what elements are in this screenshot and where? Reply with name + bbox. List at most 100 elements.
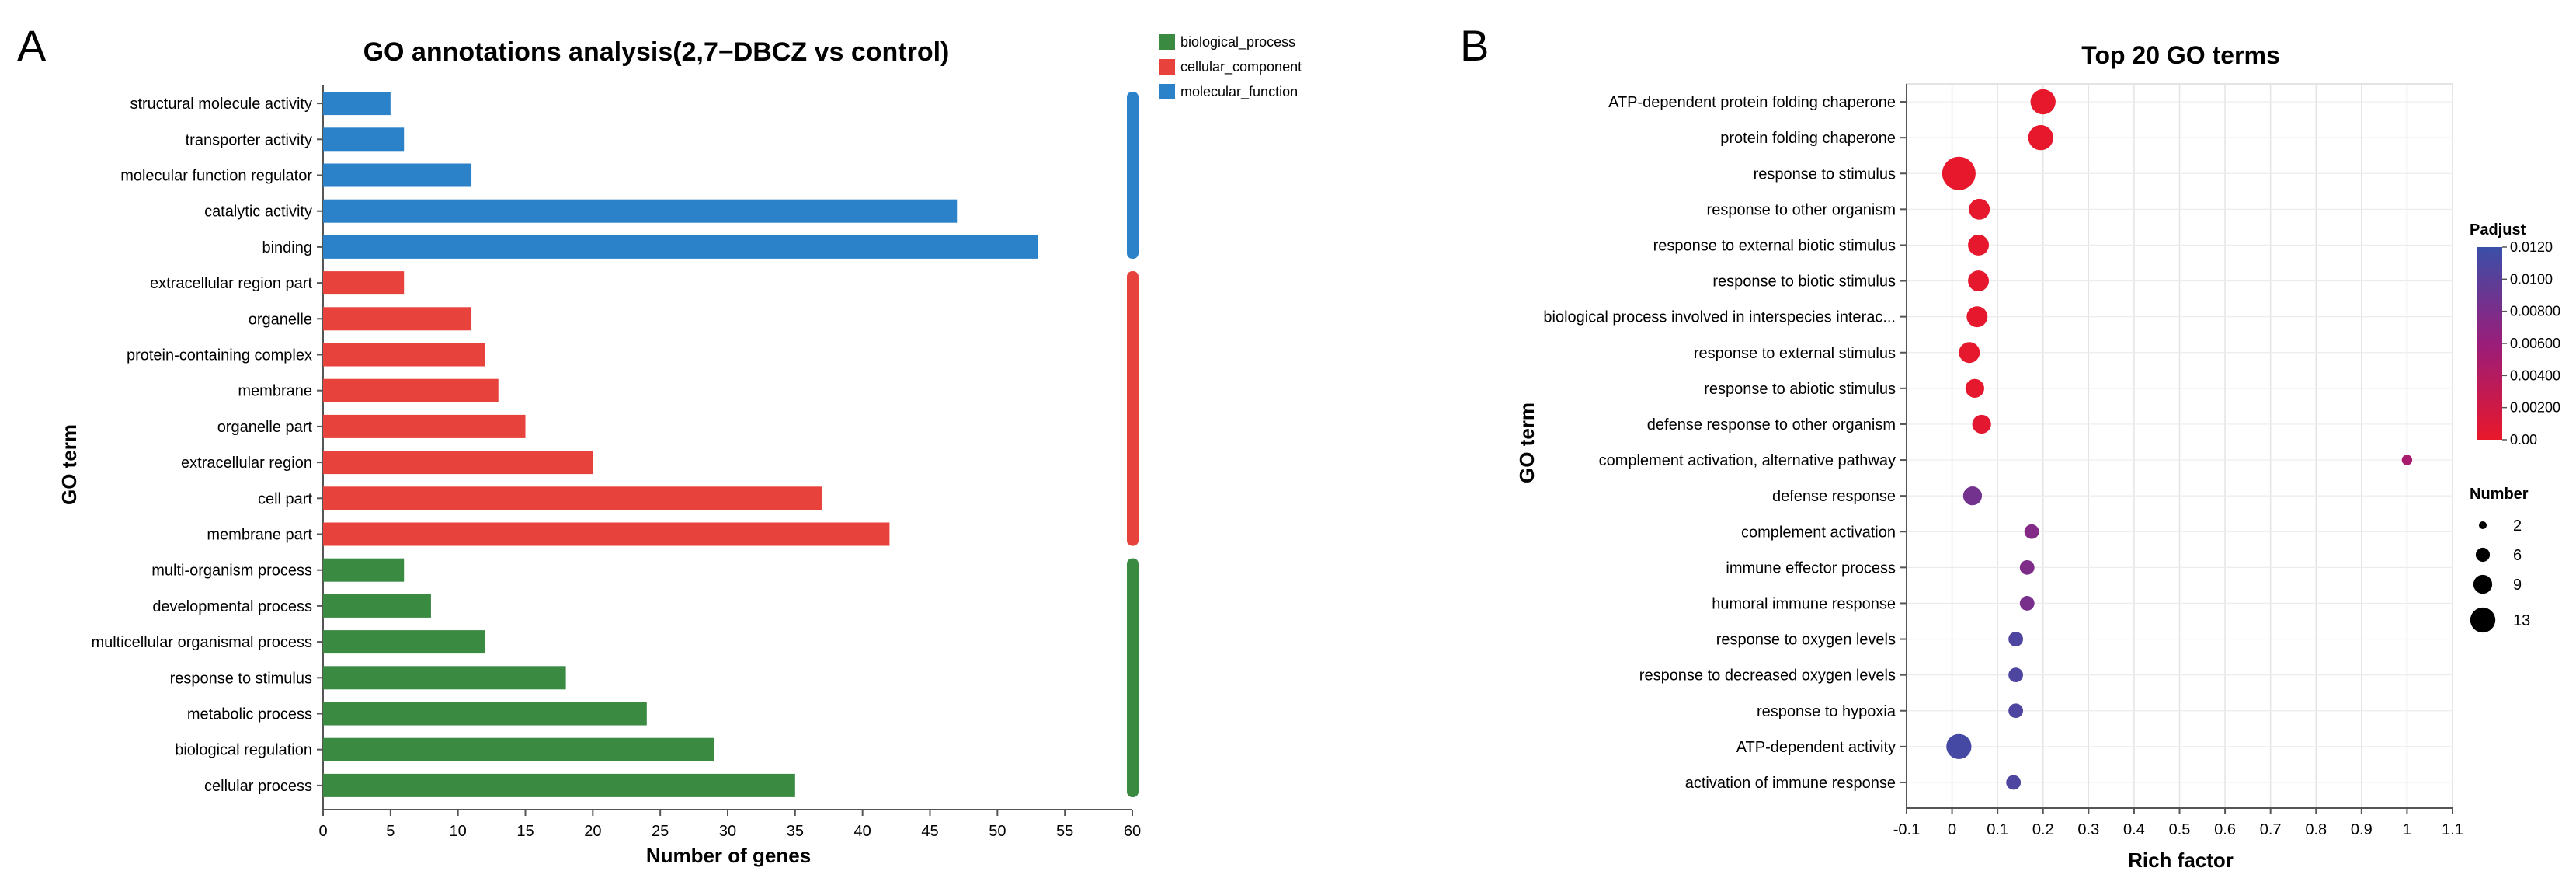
- legend-swatch-biological-process: [1159, 34, 1175, 50]
- b-term-label: humoral immune response: [1712, 595, 1896, 612]
- bar-12: [323, 522, 890, 546]
- bar-17: [323, 702, 647, 726]
- size-legend-dot-1: [2475, 547, 2491, 563]
- b-term-label: response to hypoxia: [1757, 703, 1896, 720]
- point-17: [2008, 703, 2024, 719]
- point-0: [2030, 89, 2056, 115]
- bar-6: [323, 307, 472, 331]
- a-category-label: membrane part: [207, 527, 312, 544]
- b-term-label: protein folding chaperone: [1720, 130, 1896, 147]
- b-term-label: biological process involved in interspec…: [1543, 309, 1896, 326]
- a-category-label: response to stimulus: [170, 670, 312, 687]
- point-2: [1942, 156, 1976, 190]
- b-term-label: response to decreased oxygen levels: [1639, 667, 1896, 685]
- a-xtick-label: 40: [854, 823, 871, 840]
- size-legend-dot-0: [2478, 521, 2487, 530]
- a-category-label: extracellular region: [181, 455, 312, 472]
- a-category-label: extracellular region part: [150, 275, 312, 292]
- a-xtick-label: 30: [719, 823, 736, 840]
- legend-swatch-molecular-function: [1159, 84, 1175, 99]
- group-strip-biological-process: [1127, 558, 1139, 797]
- point-12: [2024, 524, 2039, 539]
- bar-13: [323, 558, 405, 582]
- panel-a-xlabel: Number of genes: [646, 844, 811, 867]
- point-6: [1966, 306, 1988, 328]
- b-term-label: defense response to other organism: [1647, 416, 1896, 434]
- a-xtick-label: 55: [1056, 823, 1073, 840]
- point-16: [2008, 667, 2024, 683]
- point-5: [1968, 270, 1990, 291]
- b-xtick-label: 0.2: [2032, 821, 2054, 838]
- bar-16: [323, 666, 566, 690]
- colorbar-tick-label: 0.00800: [2510, 304, 2560, 319]
- b-term-label: ATP-dependent activity: [1736, 739, 1896, 756]
- bar-10: [323, 451, 593, 475]
- a-xtick-label: 5: [386, 823, 395, 840]
- a-category-label: structural molecule activity: [130, 96, 312, 113]
- b-term-label: complement activation, alternative pathw…: [1599, 452, 1896, 469]
- padjust-colorbar: [2477, 247, 2502, 440]
- panel-b-title: Top 20 GO terms: [2081, 41, 2279, 69]
- b-term-label: response to stimulus: [1754, 166, 1896, 183]
- a-xtick-label: 60: [1124, 823, 1141, 840]
- a-category-label: metabolic process: [187, 706, 312, 723]
- colorbar-tick-label: 0.00600: [2510, 336, 2560, 351]
- b-term-label: ATP-dependent protein folding chaperone: [1608, 94, 1896, 111]
- point-19: [2006, 775, 2022, 790]
- a-xtick-label: 15: [516, 823, 534, 840]
- b-term-label: response to other organism: [1707, 201, 1896, 218]
- panel-b-ylabel: GO term: [1515, 402, 1538, 483]
- panel-b-letter: B: [1460, 21, 1489, 70]
- a-category-label: cell part: [258, 490, 312, 507]
- bar-9: [323, 414, 526, 438]
- legend-label-biological-process: biological_process: [1180, 34, 1295, 51]
- legend-label-cellular-component: cellular_component: [1180, 59, 1302, 75]
- panel-a-title: GO annotations analysis(2,7−DBCZ vs cont…: [363, 37, 950, 67]
- point-1: [2028, 125, 2053, 151]
- a-xtick-label: 20: [584, 823, 601, 840]
- point-4: [1968, 235, 1990, 256]
- b-term-label: response to oxygen levels: [1716, 632, 1896, 649]
- b-xtick-label: 0.3: [2077, 821, 2099, 838]
- legend-label-molecular-function: molecular_function: [1180, 84, 1298, 100]
- a-xtick-label: 45: [921, 823, 938, 840]
- b-term-label: complement activation: [1741, 524, 1896, 541]
- a-xtick-label: 35: [787, 823, 804, 840]
- b-term-label: response to biotic stimulus: [1712, 274, 1896, 291]
- b-xtick-label: 0: [1948, 821, 1956, 838]
- colorbar-tick-label: 0.00400: [2510, 368, 2560, 383]
- number-legend-title: Number: [2470, 486, 2529, 503]
- b-term-label: response to abiotic stimulus: [1704, 381, 1896, 398]
- a-xtick-label: 10: [450, 823, 467, 840]
- b-xtick-label: -0.1: [1893, 821, 1920, 838]
- point-18: [1946, 733, 1972, 759]
- bar-2: [323, 163, 472, 187]
- size-legend-dot-2: [2473, 574, 2493, 594]
- group-strip-molecular-function: [1127, 92, 1139, 259]
- b-xtick-label: 0.4: [2123, 821, 2145, 838]
- a-xtick-label: 25: [652, 823, 669, 840]
- size-legend-label: 9: [2513, 577, 2522, 594]
- a-xtick-label: 50: [989, 823, 1006, 840]
- point-9: [1972, 414, 1991, 434]
- colorbar-tick-label: 0.0120: [2510, 239, 2553, 255]
- size-legend-label: 2: [2513, 517, 2522, 535]
- a-category-label: multi-organism process: [151, 563, 312, 580]
- a-category-label: developmental process: [152, 598, 312, 615]
- a-category-label: binding: [262, 239, 312, 256]
- b-term-label: response to external biotic stimulus: [1653, 237, 1896, 254]
- panel-a-ylabel: GO term: [57, 424, 81, 505]
- point-15: [2008, 632, 2024, 646]
- bar-0: [323, 92, 391, 116]
- b-xtick-label: 0.6: [2214, 821, 2236, 838]
- a-category-label: biological regulation: [175, 742, 312, 759]
- size-legend-dot-3: [2470, 607, 2496, 633]
- bar-11: [323, 486, 822, 510]
- legend-swatch-cellular-component: [1159, 59, 1175, 75]
- point-10: [2401, 455, 2413, 465]
- a-category-label: molecular function regulator: [120, 168, 312, 185]
- b-xtick-label: 0.1: [1987, 821, 2008, 838]
- bar-19: [323, 773, 795, 797]
- b-term-label: defense response: [1772, 488, 1896, 505]
